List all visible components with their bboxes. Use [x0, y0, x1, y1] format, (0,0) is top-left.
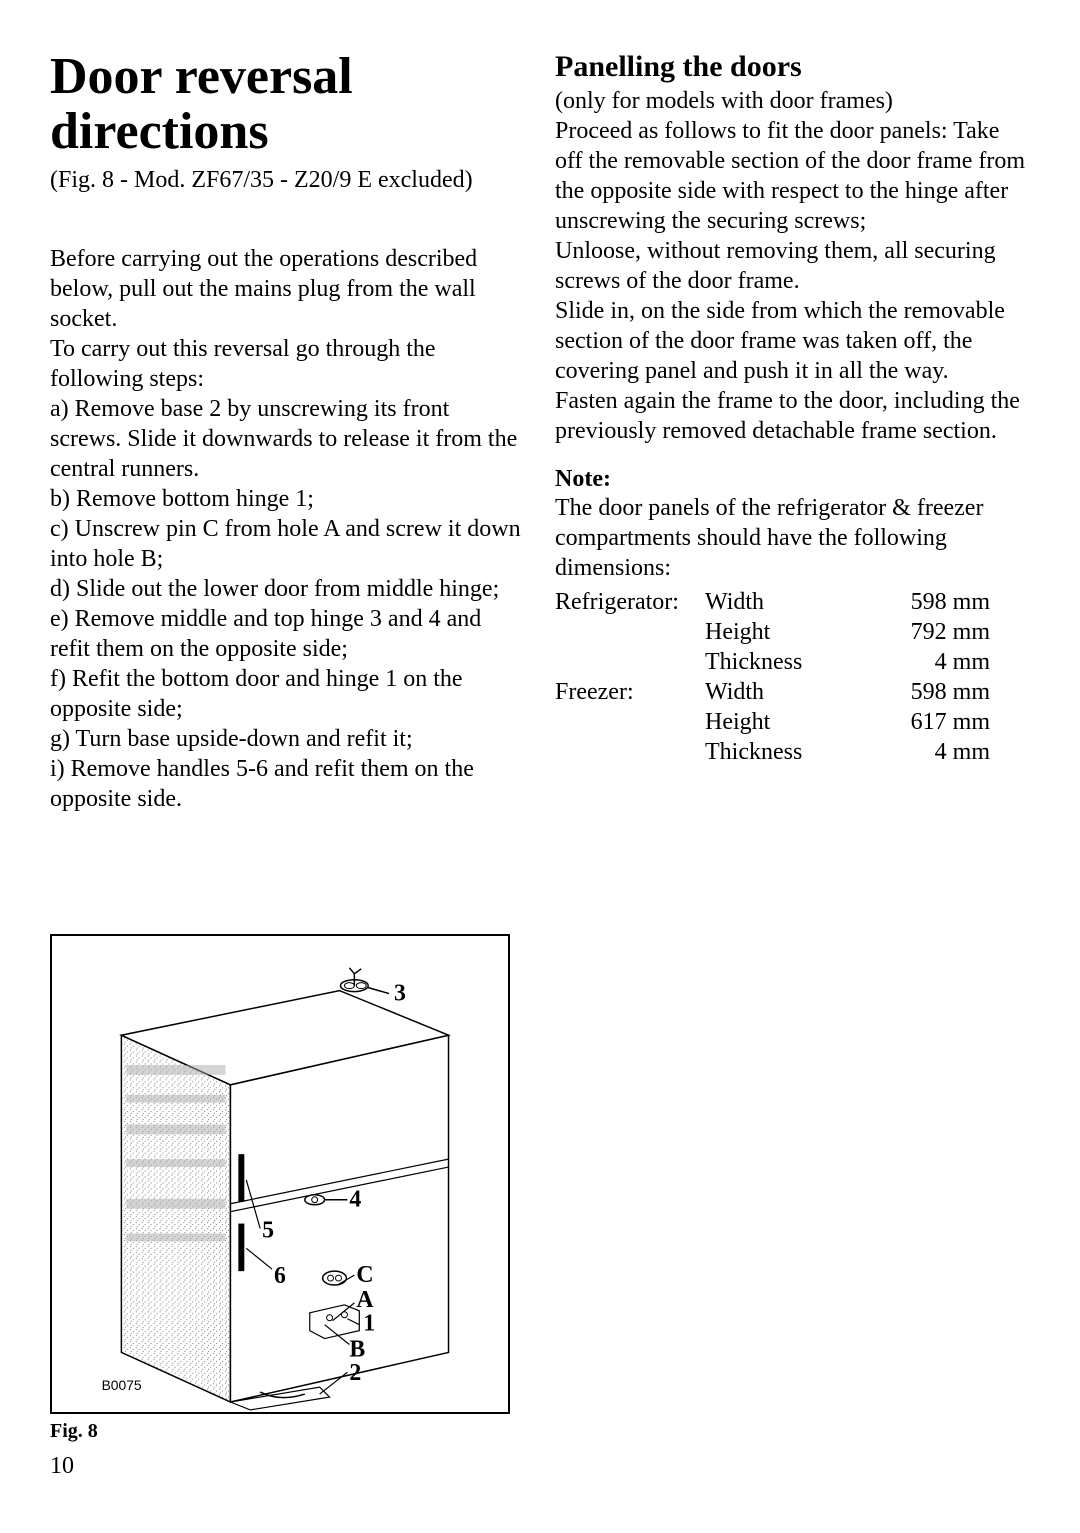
page-number: 10 [50, 1453, 510, 1480]
paneling-p1: Proceed as follows to fit the door panel… [555, 116, 1030, 236]
note-title: Note: [555, 466, 1030, 493]
dim-measure: Width [705, 587, 865, 617]
figure-image: 3 4 5 6 C A 1 B 2 B0075 [50, 934, 510, 1414]
step-b: b) Remove bottom hinge 1; [50, 484, 525, 514]
instruction-text: To carry out this reversal go through th… [50, 334, 525, 394]
step-e: e) Remove middle and top hinge 3 and 4 a… [50, 604, 525, 664]
dim-value: 4 mm [865, 647, 990, 677]
paneling-p4: Fasten again the frame to the door, incl… [555, 386, 1030, 446]
svg-text:6: 6 [274, 1263, 286, 1289]
dimensions-table: Refrigerator: Width 598 mm Height 792 mm… [555, 587, 1030, 767]
step-a: a) Remove base 2 by unscrewing its front… [50, 394, 525, 484]
dim-value: 792 mm [865, 617, 990, 647]
svg-text:2: 2 [349, 1360, 361, 1386]
dim-label-empty [555, 707, 705, 737]
dim-value: 598 mm [865, 677, 990, 707]
svg-text:B0075: B0075 [102, 1377, 142, 1393]
dim-value: 4 mm [865, 737, 990, 767]
paneling-body: Proceed as follows to fit the door panel… [555, 116, 1030, 446]
svg-text:C: C [356, 1262, 373, 1288]
dim-measure: Height [705, 707, 865, 737]
svg-text:5: 5 [262, 1218, 274, 1244]
dim-row: Freezer: Width 598 mm [555, 677, 1030, 707]
dim-measure: Thickness [705, 647, 865, 677]
svg-text:1: 1 [363, 1311, 375, 1337]
svg-text:4: 4 [349, 1187, 361, 1213]
svg-text:B: B [349, 1337, 365, 1363]
paneling-p2: Unloose, without removing them, all secu… [555, 236, 1030, 296]
dim-label-freezer: Freezer: [555, 677, 705, 707]
left-column: Door reversal directions (Fig. 8 - Mod. … [50, 50, 525, 1480]
dim-row: Refrigerator: Width 598 mm [555, 587, 1030, 617]
step-i: i) Remove handles 5-6 and refit them on … [50, 754, 525, 814]
step-f: f) Refit the bottom door and hinge 1 on … [50, 664, 525, 724]
step-c: c) Unscrew pin C from hole A and screw i… [50, 514, 525, 574]
figure-caption: Fig. 8 [50, 1420, 510, 1443]
fridge-diagram-svg: 3 4 5 6 C A 1 B 2 B0075 [52, 936, 508, 1412]
figure-container: 3 4 5 6 C A 1 B 2 B0075 Fig. 8 10 [50, 934, 510, 1480]
paneling-subtitle: (only for models with door frames) [555, 86, 1030, 116]
intro-text: Before carrying out the operations descr… [50, 244, 525, 334]
dim-measure: Height [705, 617, 865, 647]
note-text: The door panels of the refrigerator & fr… [555, 493, 1030, 583]
dim-label-empty [555, 617, 705, 647]
dim-label-empty [555, 647, 705, 677]
dim-value: 598 mm [865, 587, 990, 617]
right-column: Panelling the doors (only for models wit… [555, 50, 1030, 1480]
dim-row: Thickness 4 mm [555, 647, 1030, 677]
main-title: Door reversal directions [50, 50, 525, 159]
dim-label-empty [555, 737, 705, 767]
dim-row: Thickness 4 mm [555, 737, 1030, 767]
step-d: d) Slide out the lower door from middle … [50, 574, 525, 604]
dim-row: Height 792 mm [555, 617, 1030, 647]
paneling-title: Panelling the doors [555, 50, 1030, 84]
body-text-section: Before carrying out the operations descr… [50, 244, 525, 814]
dim-value: 617 mm [865, 707, 990, 737]
dim-label-refrigerator: Refrigerator: [555, 587, 705, 617]
dim-measure: Thickness [705, 737, 865, 767]
step-g: g) Turn base upside-down and refit it; [50, 724, 525, 754]
dim-measure: Width [705, 677, 865, 707]
subtitle: (Fig. 8 - Mod. ZF67/35 - Z20/9 E exclude… [50, 167, 525, 194]
paneling-p3: Slide in, on the side from which the rem… [555, 296, 1030, 386]
svg-text:A: A [356, 1287, 373, 1313]
svg-text:3: 3 [394, 981, 406, 1007]
dim-row: Height 617 mm [555, 707, 1030, 737]
